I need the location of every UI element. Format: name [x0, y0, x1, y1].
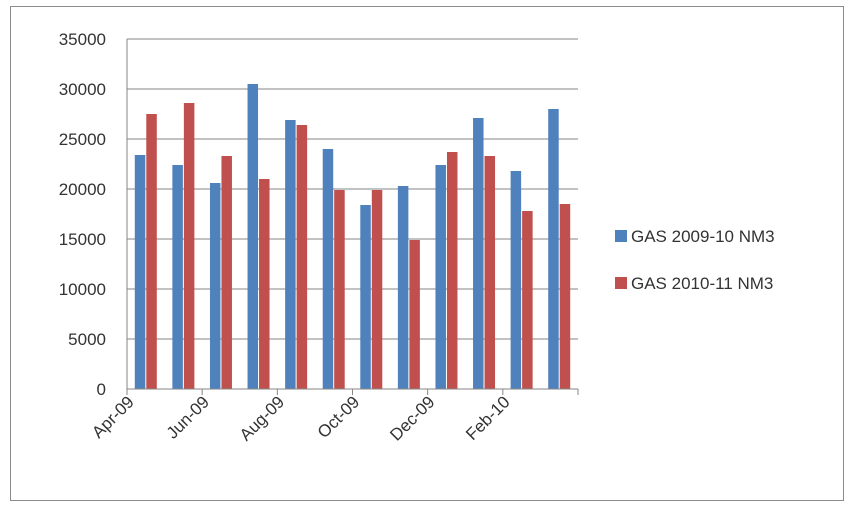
bar-gas-2009-10 — [172, 165, 183, 389]
bar-gas-2010-11 — [221, 156, 232, 389]
bar-gas-2009-10 — [322, 149, 334, 389]
bar-gas-2010-11 — [146, 114, 157, 389]
bar-gas-2010-11 — [371, 190, 383, 389]
x-tick-label: Apr-09 — [88, 392, 138, 442]
y-tick-label: 0 — [97, 380, 106, 399]
y-tick-label: 35000 — [59, 30, 106, 49]
y-tick-label: 30000 — [59, 80, 106, 99]
bar-gas-2010-11 — [522, 211, 533, 389]
bar-gas-2009-10 — [247, 84, 259, 389]
legend-label: GAS 2010-11 NM3 — [631, 274, 773, 293]
x-tick-label: Aug-09 — [236, 392, 288, 444]
axes — [126, 39, 579, 395]
bar-gas-2010-11 — [446, 152, 458, 389]
bar-gas-2010-11 — [334, 190, 345, 389]
legend-swatch — [615, 277, 627, 289]
bar-gas-2009-10 — [473, 118, 484, 389]
bar-gas-2009-10 — [397, 186, 409, 389]
bar-gas-2010-11 — [484, 156, 496, 389]
y-tick-label: 15000 — [59, 230, 106, 249]
x-tick-label: Feb-10 — [462, 392, 514, 444]
legend-label: GAS 2009-10 NM3 — [631, 227, 775, 246]
bar-gas-2009-10 — [510, 171, 522, 389]
x-tick-label: Oct-09 — [314, 392, 364, 442]
y-tick-label: 25000 — [59, 130, 106, 149]
x-tick-label: Dec-09 — [386, 392, 438, 444]
legend-swatch — [615, 230, 627, 242]
bar-gas-2010-11 — [559, 204, 571, 389]
x-tick-label: Jun-09 — [163, 392, 213, 442]
bar-gas-2009-10 — [134, 155, 146, 389]
bar-gas-2010-11 — [409, 240, 420, 389]
bar-gas-2010-11 — [259, 179, 270, 389]
bar-gas-2009-10 — [285, 120, 296, 389]
y-tick-label: 10000 — [59, 280, 106, 299]
y-tick-labels: 0 5000 10000 15000 20000 25000 30000 35000 — [59, 30, 106, 399]
bar-gas-2009-10 — [209, 183, 221, 389]
y-tick-label: 5000 — [68, 330, 106, 349]
bar-gas-2009-10 — [360, 205, 371, 389]
x-tick-labels: Apr-09 Jun-09 Aug-09 Oct-09 Dec-09 Feb-10 — [88, 392, 513, 444]
bar-gas-2010-11 — [296, 125, 308, 389]
bars — [134, 84, 571, 389]
legend: GAS 2009-10 NM3 GAS 2010-11 NM3 — [615, 227, 775, 293]
y-tick-label: 20000 — [59, 180, 106, 199]
bar-gas-2009-10 — [435, 165, 446, 389]
bar-gas-2010-11 — [183, 103, 195, 389]
bar-gas-2009-10 — [548, 109, 559, 389]
gridlines — [127, 38, 578, 390]
